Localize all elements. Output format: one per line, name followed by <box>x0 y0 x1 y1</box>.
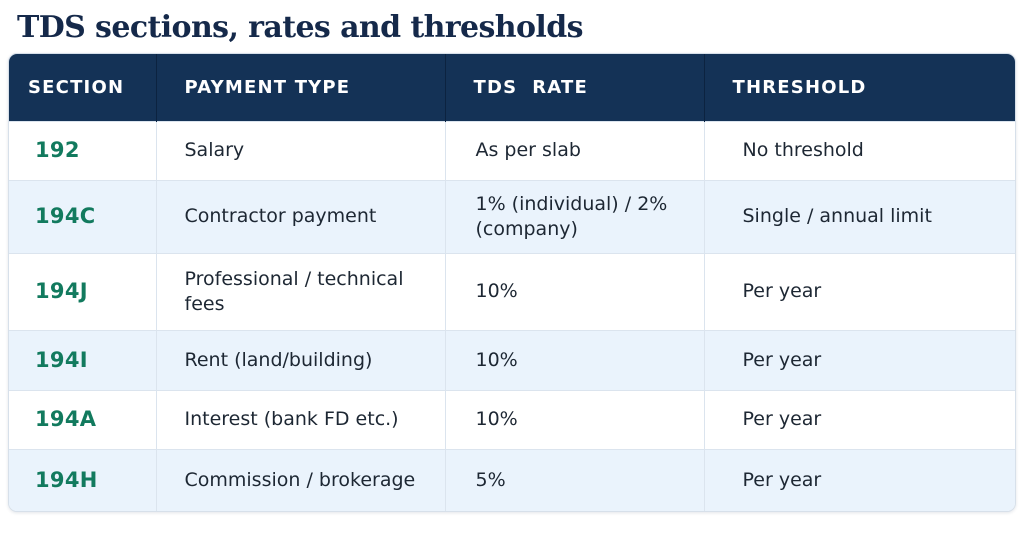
page-title: TDS sections, rates and thresholds <box>17 10 583 45</box>
threshold-cell: No threshold <box>742 139 864 161</box>
tds-rate-cell: 10% <box>445 253 705 330</box>
payment-type-cell: Salary <box>156 121 446 180</box>
section-cell: 194I <box>9 330 157 390</box>
table-row: 194J Professional / technical fees 10% P… <box>9 253 1015 330</box>
tds-rate-cell: 10% <box>445 330 705 390</box>
payment-type-cell: Professional / technical fees <box>156 253 446 330</box>
threshold-cell: Per year <box>742 280 822 302</box>
tds-rate-cell: 5% <box>445 449 705 511</box>
payment-type-cell: Interest (bank FD etc.) <box>156 390 446 449</box>
tds-rate-cell: As per slab <box>445 121 705 180</box>
tds-table-card: SECTION PAYMENT TYPE TDS RATE THRESHOLD … <box>8 53 1016 512</box>
section-cell: 194C <box>9 180 157 253</box>
section-cell: 194J <box>9 253 157 330</box>
table-row: 194C Contractor payment 1% (individual) … <box>9 180 1015 253</box>
threshold-cell: Per year <box>742 408 822 430</box>
threshold-cell: Per year <box>742 348 822 371</box>
tds-table: SECTION PAYMENT TYPE TDS RATE THRESHOLD … <box>9 54 1015 511</box>
payment-type-cell: Contractor payment <box>156 180 446 253</box>
tds-rate-cell: 10% <box>445 390 705 449</box>
column-header-payment-type: PAYMENT TYPE <box>156 54 446 121</box>
payment-type-cell: Rent (land/building) <box>156 330 446 390</box>
table-row: 194I Rent (land/building) 10% Per year <box>9 330 1015 390</box>
threshold-cell: Per year <box>742 468 822 491</box>
section-cell: 194H <box>9 449 157 511</box>
section-cell: 192 <box>9 121 157 180</box>
column-header-tds-rate: TDS RATE <box>445 54 705 121</box>
column-header-threshold: THRESHOLD <box>732 76 867 98</box>
section-cell: 194A <box>9 390 157 449</box>
threshold-cell: Single / annual limit <box>742 205 932 227</box>
column-header-section: SECTION <box>9 54 157 121</box>
table-header-row: SECTION PAYMENT TYPE TDS RATE THRESHOLD <box>9 54 1015 121</box>
table-row: 194A Interest (bank FD etc.) 10% Per yea… <box>9 390 1015 449</box>
payment-type-cell: Commission / brokerage <box>156 449 446 511</box>
tds-rate-cell: 1% (individual) / 2% (company) <box>445 180 705 253</box>
table-row: 194H Commission / brokerage 5% Per year <box>9 449 1015 511</box>
table-row: 192 Salary As per slab No threshold <box>9 121 1015 180</box>
